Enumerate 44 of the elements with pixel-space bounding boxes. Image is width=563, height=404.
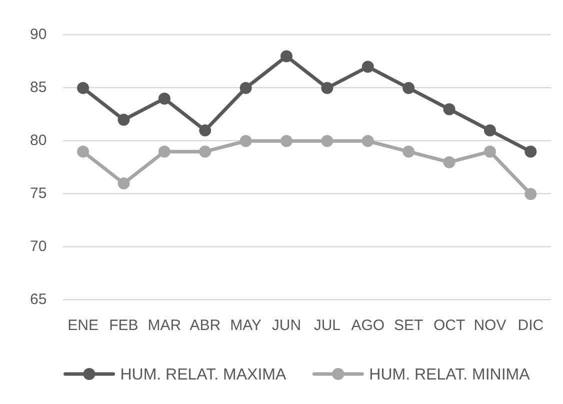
point [280,50,292,62]
x-tick-label: ABR [190,317,221,334]
point [199,124,212,136]
legend-label: HUM. RELAT. MINIMA [369,366,530,384]
x-tick-label: JUL [314,317,341,334]
x-tick-label: NOV [474,317,506,334]
point [158,146,170,158]
point [443,156,456,168]
point [402,82,415,94]
y-tick-label: 90 [30,26,47,44]
point [443,103,456,116]
y-tick-label: 70 [30,238,47,256]
y-tick-label: 75 [30,185,47,202]
y-tick-label: 65 [30,291,47,308]
x-tick-label: MAR [148,317,182,334]
point [240,135,252,147]
point [240,82,252,94]
point [321,135,334,147]
x-tick-label: SET [394,317,424,334]
legend-label: HUM. RELAT. MAXIMA [120,366,286,384]
point [77,82,90,94]
point [199,146,212,158]
y-tick-label: 80 [30,132,47,150]
point [118,177,130,190]
point [402,146,415,158]
y-tick-label: 85 [30,79,47,96]
x-tick-label: MAY [230,317,262,334]
point [524,146,537,158]
x-tick-label: JUN [272,317,302,334]
x-tick-label: DIC [518,317,544,334]
x-tick-label: OCT [433,317,466,334]
point [77,146,90,158]
point [362,60,374,73]
point [280,135,292,147]
point [524,188,537,200]
point [362,135,374,147]
point [158,92,170,105]
point [321,82,334,94]
point [484,146,496,158]
point [484,124,496,136]
x-tick-label: FEB [109,317,138,334]
x-tick-label: AGO [351,317,385,334]
point [118,114,130,126]
x-tick-label: ENE [68,317,98,334]
